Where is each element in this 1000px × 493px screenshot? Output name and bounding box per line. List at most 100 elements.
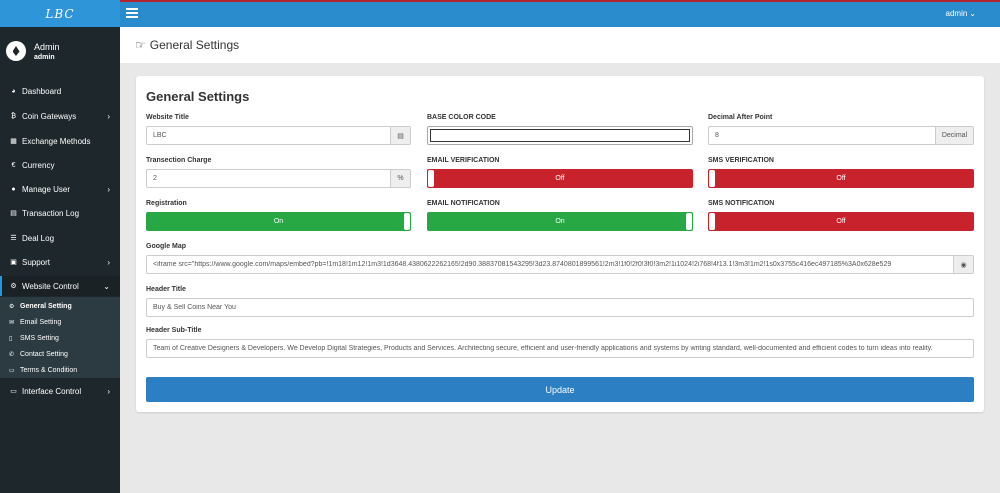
sidebar-item-label: Deal Log <box>22 233 55 243</box>
sidebar-item-currency[interactable]: € Currency <box>0 155 120 175</box>
charge-input[interactable] <box>147 170 390 187</box>
sub-item-contact-setting[interactable]: ✆ Contact Setting <box>0 346 120 362</box>
sidebar-toggle-icon[interactable] <box>126 7 138 19</box>
chevron-right-icon: › <box>107 386 110 396</box>
sms-notification-toggle[interactable]: Off <box>708 212 974 231</box>
sidebar-item-label: Manage User <box>22 184 71 194</box>
sidebar-item-label: Dashboard <box>22 86 62 96</box>
toggle-state: Off <box>555 175 565 182</box>
top-accent-line <box>120 0 1000 2</box>
bank-icon: ▦ <box>10 138 17 145</box>
email-verification-label: EMAIL VERIFICATION <box>427 157 500 164</box>
toggle-knob <box>709 170 715 187</box>
sidebar-item-coin-gateways[interactable]: ₿ Coin Gateways › <box>0 106 120 126</box>
desktop-icon: ▭ <box>10 388 17 395</box>
sidebar-item-label: Currency <box>22 160 55 170</box>
header-title-label: Header Title <box>146 286 186 293</box>
gears-icon: ⚙ <box>9 303 15 310</box>
top-navbar <box>0 0 1000 27</box>
avatar <box>6 41 26 61</box>
sms-notification-label: SMS NOTIFICATION <box>708 200 775 207</box>
envelope-icon: ✉ <box>9 319 15 326</box>
brand-text: LBC <box>45 6 75 21</box>
toggle-state: On <box>555 218 565 225</box>
toggle-state: Off <box>836 218 846 225</box>
email-notification-toggle[interactable]: On <box>427 212 693 231</box>
sidebar-item-website-control[interactable]: ⚙ Website Control ⌄ <box>0 276 120 296</box>
sidebar-item-exchange-methods[interactable]: ▦ Exchange Methods <box>0 131 120 151</box>
header-subtitle-field <box>146 339 974 358</box>
email-notification-label: EMAIL NOTIFICATION <box>427 200 500 207</box>
toggle-knob <box>428 170 434 187</box>
euro-icon: € <box>11 161 16 169</box>
sidebar-item-interface-control[interactable]: ▭ Interface Control › <box>0 381 120 401</box>
list-icon: ☰ <box>10 235 17 242</box>
sub-item-email-setting[interactable]: ✉ Email Setting <box>0 314 120 330</box>
chevron-right-icon: › <box>107 257 110 267</box>
file-icon: ▤ <box>390 127 410 144</box>
percent-addon: % <box>390 170 410 187</box>
decimal-label: Decimal After Point <box>708 114 773 121</box>
mobile-icon: ▯ <box>9 335 13 342</box>
phone-icon: ✆ <box>9 351 15 358</box>
base-color-input[interactable] <box>427 126 693 145</box>
google-map-input[interactable] <box>147 256 953 273</box>
google-map-label: Google Map <box>146 243 187 250</box>
chevron-down-icon: ⌄ <box>103 281 110 291</box>
profile-name: Admin <box>34 41 60 52</box>
page-header: ☞ General Settings <box>120 27 1000 63</box>
sidebar-item-manage-user[interactable]: ● Manage User › <box>0 179 120 199</box>
profile-role: admin <box>34 53 55 61</box>
website-title-label: Website Title <box>146 114 189 121</box>
user-menu-dropdown[interactable]: admin ⌄ <box>946 9 977 18</box>
sidebar-item-support[interactable]: ▣ Support › <box>0 252 120 272</box>
card-title: General Settings <box>146 89 250 104</box>
sidebar: Admin admin ◕ Dashboard ₿ Coin Gateways › ▦… <box>0 27 120 493</box>
sub-item-label: SMS Setting <box>20 334 59 342</box>
sidebar-item-label: Interface Control <box>22 386 82 396</box>
settings-card: General Settings Website Title ▤ BASE CO… <box>136 76 984 412</box>
registration-toggle[interactable]: On <box>146 212 411 231</box>
sms-verification-toggle[interactable]: Off <box>708 169 974 188</box>
gears-icon: ⚙ <box>10 283 17 290</box>
sidebar-item-label: Coin Gateways <box>22 111 77 121</box>
user-profile: Admin admin <box>0 27 120 75</box>
decimal-input[interactable] <box>709 127 935 144</box>
sidebar-item-label: Website Control <box>22 281 79 291</box>
users-icon: ● <box>11 185 16 193</box>
sub-item-label: Terms & Condition <box>20 366 78 374</box>
file-icon: ▭ <box>9 367 15 374</box>
chevron-right-icon: › <box>107 111 110 121</box>
google-map-field: ◉ <box>146 255 974 274</box>
website-title-input[interactable] <box>147 127 390 144</box>
email-verification-toggle[interactable]: Off <box>427 169 693 188</box>
sub-item-label: Contact Setting <box>20 350 68 358</box>
sub-item-general-setting[interactable]: ⚙ General Setting <box>0 298 120 314</box>
sidebar-item-dashboard[interactable]: ◕ Dashboard <box>0 81 120 101</box>
brand-logo[interactable]: LBC <box>0 0 120 27</box>
log-icon: ▤ <box>10 210 17 217</box>
header-title-input[interactable] <box>147 299 973 316</box>
sub-item-sms-setting[interactable]: ▯ SMS Setting <box>0 330 120 346</box>
sub-item-label: General Setting <box>20 302 72 310</box>
bitcoin-icon: ₿ <box>10 112 17 120</box>
globe-icon: ◉ <box>953 256 973 273</box>
user-menu-label: admin <box>945 9 968 18</box>
sidebar-item-transaction-log[interactable]: ▤ Transaction Log <box>0 203 120 223</box>
sidebar-item-label: Transaction Log <box>22 208 80 218</box>
sub-item-label: Email Setting <box>20 318 62 326</box>
chevron-down-icon: ⌄ <box>969 9 976 18</box>
header-subtitle-input[interactable] <box>147 340 973 357</box>
website-title-field: ▤ <box>146 126 411 145</box>
toggle-knob <box>404 213 410 230</box>
update-button[interactable]: Update <box>146 377 974 402</box>
charge-field: % <box>146 169 411 188</box>
charge-label: Transection Charge <box>146 157 212 164</box>
sidebar-item-label: Exchange Methods <box>22 136 91 146</box>
color-swatch[interactable] <box>430 129 690 142</box>
page-title: General Settings <box>149 38 240 52</box>
decimal-field: Decimal <box>708 126 974 145</box>
website-control-submenu: ⚙ General Setting ✉ Email Setting ▯ SMS Set… <box>0 297 120 378</box>
sub-item-terms-condition[interactable]: ▭ Terms & Condition <box>0 362 120 378</box>
sidebar-item-deal-log[interactable]: ☰ Deal Log <box>0 228 120 248</box>
